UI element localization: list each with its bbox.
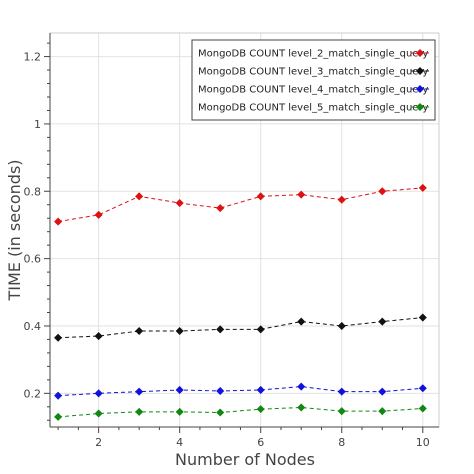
legend-marker	[415, 66, 425, 76]
x-tick-label: 2	[95, 436, 102, 449]
y-tick-label: 1.2	[24, 51, 42, 64]
data-point	[54, 391, 63, 400]
y-tick-label: 1	[34, 118, 41, 131]
data-point	[216, 386, 225, 395]
data-point	[175, 327, 184, 336]
data-point	[94, 389, 103, 398]
data-point	[378, 317, 387, 326]
data-point	[175, 385, 184, 394]
y-tick-label: 0.8	[24, 185, 42, 198]
data-point	[135, 407, 144, 416]
data-point	[256, 405, 265, 414]
data-point	[135, 327, 144, 336]
data-point	[337, 387, 346, 396]
series-layer	[54, 183, 427, 421]
data-point	[94, 332, 103, 341]
data-point	[297, 317, 306, 326]
x-tick-label: 6	[257, 436, 264, 449]
data-point	[297, 382, 306, 391]
data-point	[297, 403, 306, 412]
data-point	[94, 210, 103, 219]
data-point	[54, 412, 63, 421]
data-point	[216, 408, 225, 417]
legend-label: MongoDB COUNT level_2_match_single_query	[198, 49, 429, 60]
legend-marker	[415, 48, 425, 58]
y-tick-label: 0.4	[24, 320, 42, 333]
y-axis-title: TIME (in seconds)	[5, 159, 24, 301]
series-line	[58, 317, 423, 339]
data-point	[216, 204, 225, 213]
data-point	[418, 404, 427, 413]
legend-label: MongoDB COUNT level_5_match_single_query	[198, 103, 429, 114]
series-line	[58, 386, 423, 397]
data-point	[418, 183, 427, 192]
data-point	[337, 321, 346, 330]
data-point	[418, 384, 427, 393]
x-axis-title: Number of Nodes	[175, 450, 315, 469]
x-tick-label: 10	[416, 436, 430, 449]
legend-marker	[415, 84, 425, 94]
legend-label: MongoDB COUNT level_3_match_single_query	[198, 67, 429, 78]
data-point	[378, 387, 387, 396]
data-point	[256, 192, 265, 201]
data-point	[216, 325, 225, 334]
data-point	[135, 192, 144, 201]
data-point	[378, 407, 387, 416]
y-tick-label: 0.2	[24, 387, 42, 400]
data-point	[175, 407, 184, 416]
data-point	[337, 195, 346, 204]
x-tick-label: 4	[176, 436, 183, 449]
series-line	[58, 187, 423, 223]
data-point	[135, 387, 144, 396]
legend-label: MongoDB COUNT level_4_match_single_query	[198, 85, 429, 96]
data-point	[54, 217, 63, 226]
data-point	[94, 409, 103, 418]
data-point	[256, 385, 265, 394]
series-line	[58, 406, 423, 418]
data-point	[418, 313, 427, 322]
data-point	[378, 187, 387, 196]
data-point	[337, 407, 346, 416]
y-tick-label: 0.6	[24, 253, 42, 266]
data-point	[54, 333, 63, 342]
data-point	[256, 325, 265, 334]
x-tick-label: 8	[338, 436, 345, 449]
legend-box	[191, 39, 436, 121]
ticks: 2 4 6 8 10 0.2 0.4 0.6 0.8 1 1.2	[24, 42, 430, 449]
data-point	[175, 199, 184, 208]
data-point	[297, 190, 306, 199]
legend: MongoDB COUNT level_2_match_single_query…	[191, 39, 436, 121]
legend-marker	[415, 102, 425, 112]
